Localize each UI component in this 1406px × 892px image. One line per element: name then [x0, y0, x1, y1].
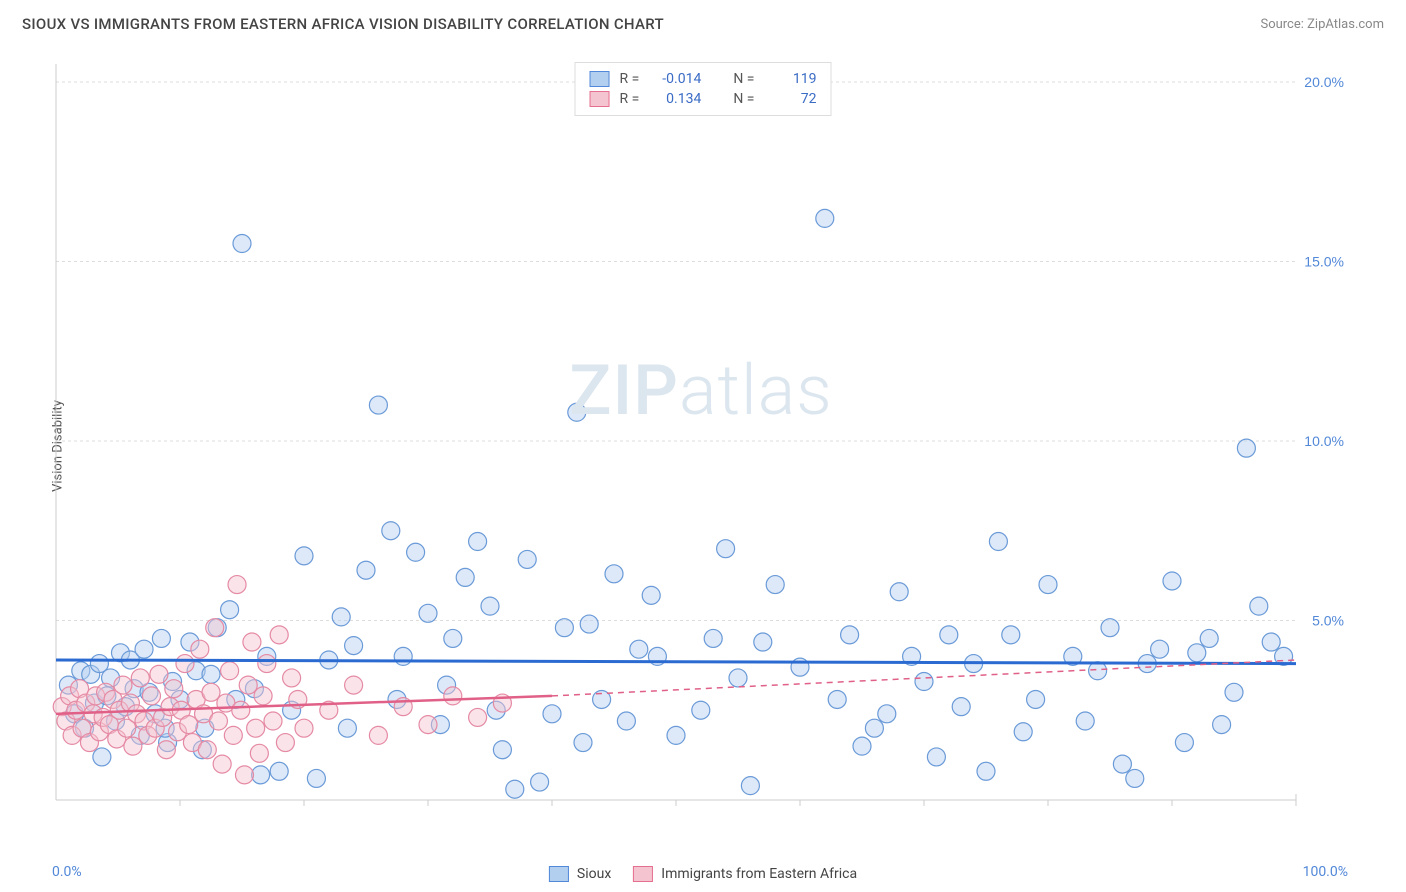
chart-header: SIOUX VS IMMIGRANTS FROM EASTERN AFRICA …	[22, 15, 1384, 33]
svg-text:5.0%: 5.0%	[1312, 612, 1344, 628]
legend-item-immigrants: Immigrants from Eastern Africa	[633, 866, 857, 882]
legend-row-sioux: R = -0.014 N = 119	[590, 69, 817, 89]
chart-area: ZIPatlas 5.0%10.0%15.0%20.0%	[52, 60, 1350, 830]
chart-title: SIOUX VS IMMIGRANTS FROM EASTERN AFRICA …	[22, 15, 664, 33]
chart-source: Source: ZipAtlas.com	[1260, 17, 1384, 32]
scatter-plot: 5.0% 10.0% 15.0% 20.0%	[52, 60, 1350, 830]
swatch-pink	[633, 866, 653, 882]
swatch-pink	[590, 91, 610, 107]
swatch-blue	[549, 866, 569, 882]
x-tick-min: 0.0%	[52, 864, 82, 880]
legend-row-immigrants: R = 0.134 N = 72	[590, 89, 817, 109]
svg-text:10.0%: 10.0%	[1304, 433, 1344, 449]
swatch-blue	[590, 71, 610, 87]
svg-text:20.0%: 20.0%	[1304, 74, 1344, 90]
x-tick-max: 100.0%	[1303, 864, 1348, 880]
correlation-legend: R = -0.014 N = 119 R = 0.134 N = 72	[575, 62, 832, 116]
legend-item-sioux: Sioux	[549, 866, 611, 882]
series-legend: Sioux Immigrants from Eastern Africa	[549, 866, 857, 882]
svg-text:15.0%: 15.0%	[1304, 253, 1344, 269]
